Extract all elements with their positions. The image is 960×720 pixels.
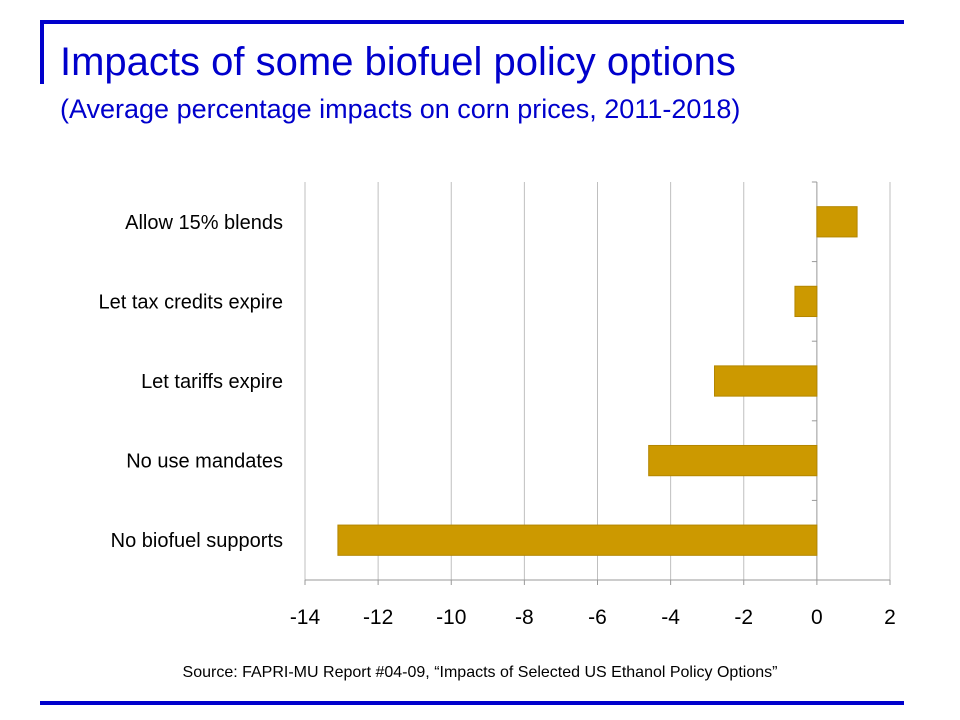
bar bbox=[794, 285, 818, 318]
source-note: Source: FAPRI-MU Report #04-09, “Impacts… bbox=[182, 664, 778, 681]
x-tick-label: -2 bbox=[734, 606, 753, 629]
category-label: Let tax credits expire bbox=[98, 291, 283, 313]
title-left-rule bbox=[40, 20, 44, 84]
category-label: Allow 15% blends bbox=[125, 212, 283, 234]
x-tick-label: -8 bbox=[515, 606, 534, 629]
x-tick-label: -6 bbox=[588, 606, 607, 629]
title-top-rule bbox=[40, 20, 904, 24]
category-label: Let tariffs expire bbox=[141, 371, 283, 393]
bottom-rule bbox=[40, 701, 904, 705]
x-tick-label: -14 bbox=[290, 606, 321, 629]
bar bbox=[816, 206, 858, 238]
x-tick-label: 2 bbox=[884, 606, 896, 629]
x-tick-label: -12 bbox=[363, 606, 393, 629]
category-label: No biofuel supports bbox=[111, 530, 283, 552]
page-title: Impacts of some biofuel policy options bbox=[60, 40, 736, 84]
bar bbox=[714, 365, 818, 397]
x-tick-label: 0 bbox=[811, 606, 823, 629]
bar bbox=[337, 524, 818, 556]
page-subtitle: (Average percentage impacts on corn pric… bbox=[60, 94, 741, 124]
x-tick-label: -10 bbox=[436, 606, 466, 629]
category-label: No use mandates bbox=[126, 451, 283, 473]
bar bbox=[648, 444, 818, 477]
x-tick-label: -4 bbox=[661, 606, 680, 629]
